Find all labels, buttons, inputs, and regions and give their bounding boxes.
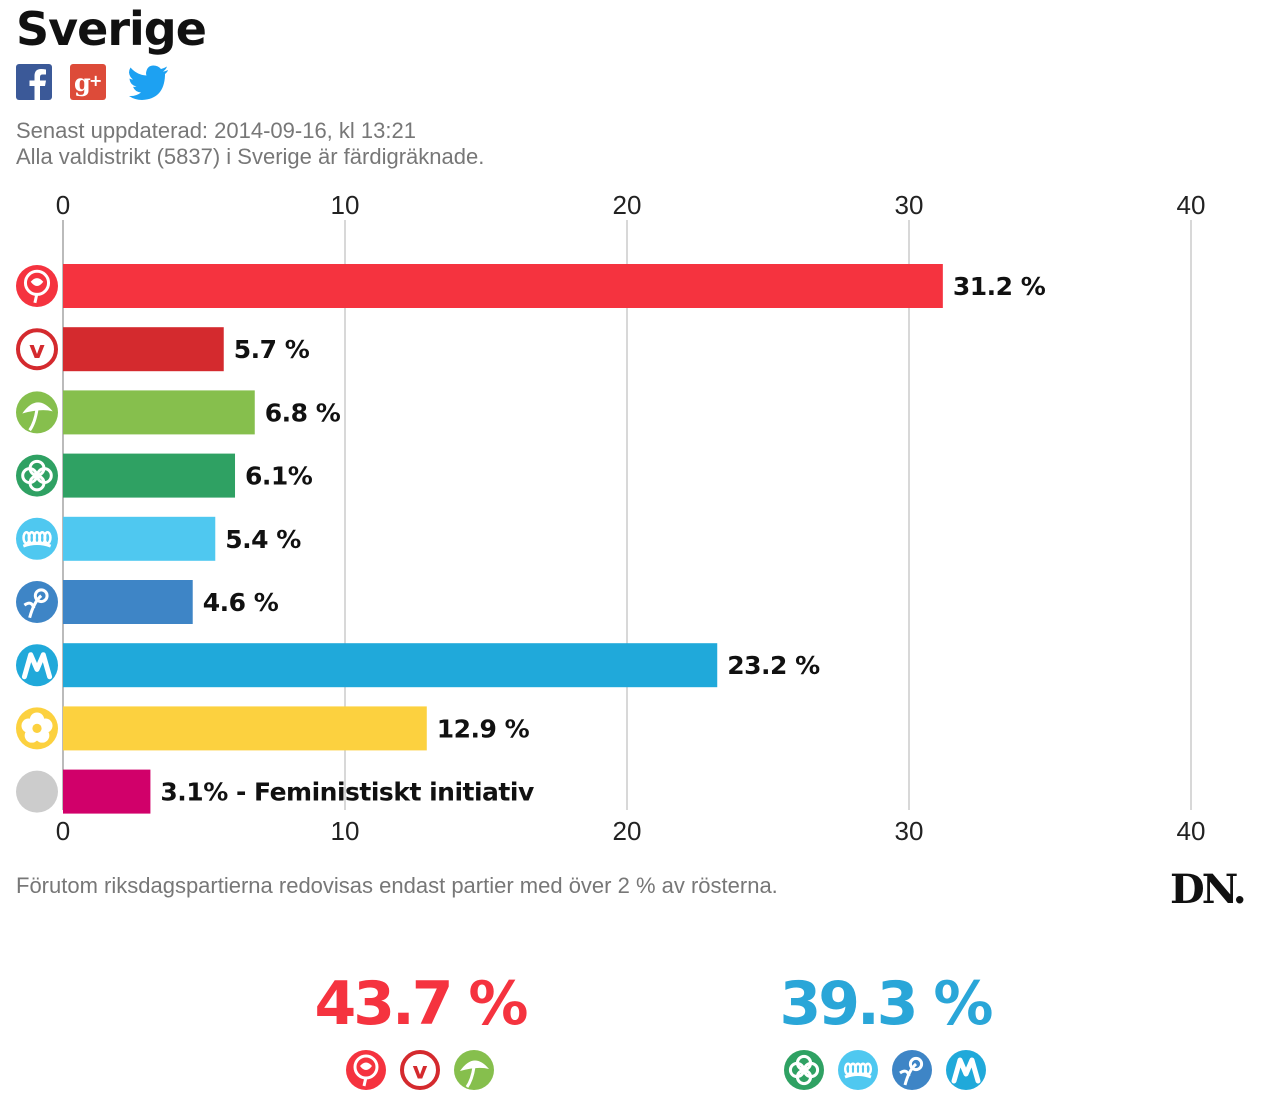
bloc-party-logo-fp xyxy=(838,1050,878,1090)
top-tick-label: 20 xyxy=(613,190,642,220)
alliance-bloc-logos xyxy=(730,1048,1040,1092)
bar-value-label: 31.2 % xyxy=(953,272,1046,301)
bloc-party-logo-v: v xyxy=(400,1050,440,1090)
updated-timestamp: Senast uppdaterad: 2014-09-16, kl 13:21 xyxy=(16,118,416,143)
dandelion-logo-icon xyxy=(454,1050,494,1090)
bar-value-label: 5.7 % xyxy=(234,335,310,364)
bar-value-label: 6.1% xyxy=(245,462,313,491)
cornflower-logo-icon xyxy=(838,1050,878,1090)
bar-v xyxy=(63,327,224,372)
top-tick-label: 30 xyxy=(895,190,924,220)
bar-value-label: 4.6 % xyxy=(203,588,279,617)
clover-logo-icon xyxy=(16,454,58,497)
bar-c xyxy=(63,453,236,498)
bar-s xyxy=(63,264,943,308)
rose-logo-icon xyxy=(16,265,58,307)
red-green-bloc-logos: v xyxy=(270,1048,570,1092)
clover-logo-icon xyxy=(784,1050,824,1090)
svg-text:v: v xyxy=(413,1058,428,1084)
bar-mp xyxy=(63,390,255,435)
chart-bars: 31.2 % v 5.7 % 6.8 % 6.1% 5.4 % 4.6 % 23.2 % 12.… xyxy=(16,264,1046,814)
v-logo-icon: v xyxy=(400,1050,440,1090)
bloc-party-logo-c xyxy=(784,1050,824,1090)
red-green-bloc: 43.7 % v xyxy=(270,968,570,1092)
twitter-icon[interactable] xyxy=(128,64,170,100)
party-results-chart: 0 10 20 30 40 0 10 20 30 40 31.2 % v 5.7 % 6.8 % 6.1… xyxy=(16,190,1206,846)
bottom-tick-label: 30 xyxy=(895,816,924,846)
v-logo-icon: v xyxy=(16,328,58,371)
page-title: Sverige xyxy=(16,2,207,56)
rose-logo-icon xyxy=(346,1050,386,1090)
bar-value-label: 5.4 % xyxy=(225,525,301,554)
bottom-axis: 0 10 20 30 40 xyxy=(56,816,1206,846)
svg-text:g: g xyxy=(74,68,91,97)
alliance-bloc: 39.3 % xyxy=(730,968,1040,1092)
svg-text:+: + xyxy=(89,71,102,90)
bar-value-label: 6.8 % xyxy=(265,398,341,427)
bar-value-label: 3.1% - Feministiskt initiativ xyxy=(160,778,534,807)
footnote: Förutom riksdagspartierna redovisas enda… xyxy=(16,873,778,898)
update-info: Senast uppdaterad: 2014-09-16, kl 13:21 … xyxy=(16,118,484,170)
alliance-bloc-total: 39.3 % xyxy=(779,969,993,1039)
top-tick-label: 40 xyxy=(1177,190,1206,220)
dn-logo: DN. xyxy=(1170,866,1247,913)
top-tick-label: 10 xyxy=(331,190,360,220)
bar-fp xyxy=(63,516,216,561)
chart-gridlines xyxy=(62,220,1192,810)
flower-logo-icon xyxy=(16,581,58,623)
bottom-tick-label: 0 xyxy=(56,816,70,846)
bloc-party-logo-s xyxy=(346,1050,386,1090)
bar-kd xyxy=(63,580,193,624)
top-tick-label: 0 xyxy=(56,190,70,220)
m-logo-icon xyxy=(16,644,58,687)
bar-value-label: 23.2 % xyxy=(727,651,820,680)
bottom-tick-label: 20 xyxy=(613,816,642,846)
bottom-tick-label: 10 xyxy=(331,816,360,846)
cornflower-logo-icon xyxy=(16,517,58,560)
bar-sd xyxy=(63,706,427,751)
facebook-icon[interactable] xyxy=(16,64,52,100)
top-axis: 0 10 20 30 40 xyxy=(56,190,1206,220)
bloc-party-logo-kd xyxy=(892,1050,932,1090)
bloc-party-logo-m xyxy=(946,1050,986,1090)
districts-status: Alla valdistrikt (5837) i Sverige är fär… xyxy=(16,144,485,169)
red-green-bloc-total: 43.7 % xyxy=(314,969,528,1039)
bloc-party-logo-mp xyxy=(454,1050,494,1090)
google-plus-icon[interactable]: g + xyxy=(70,64,106,100)
svg-text:v: v xyxy=(29,336,45,364)
m-logo-icon xyxy=(946,1050,986,1090)
grey-circle-icon xyxy=(16,770,58,813)
bar-m xyxy=(63,643,718,688)
flower-logo-icon xyxy=(892,1050,932,1090)
anemone-logo-icon xyxy=(16,707,58,750)
dandelion-logo-icon xyxy=(16,391,58,434)
bottom-tick-label: 40 xyxy=(1177,816,1206,846)
bar-fi xyxy=(63,769,151,814)
bar-value-label: 12.9 % xyxy=(437,714,530,743)
